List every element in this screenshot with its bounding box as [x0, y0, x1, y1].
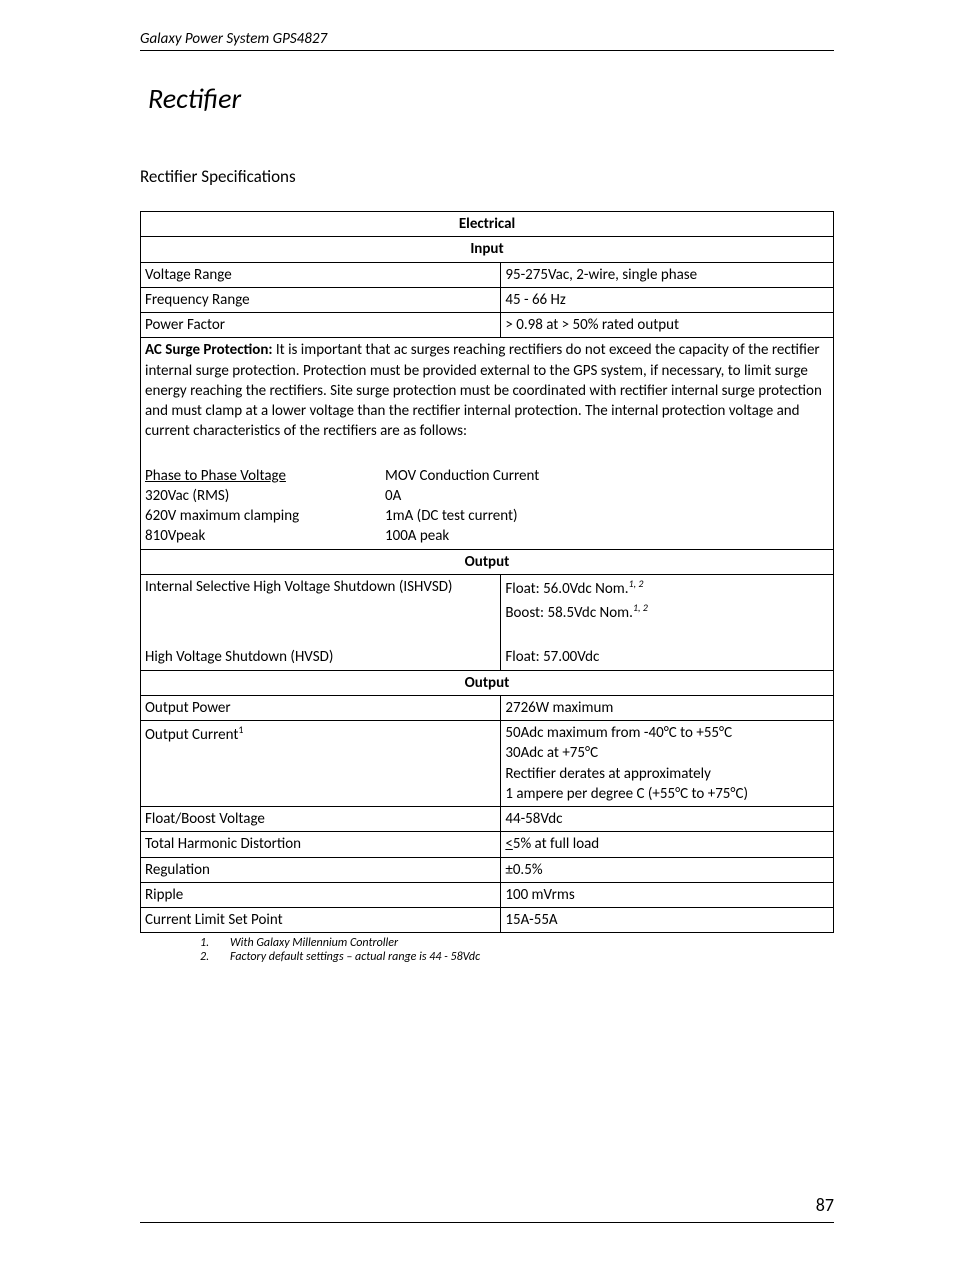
surge-c1: 620V maximum clamping: [145, 506, 385, 526]
page-container: Galaxy Power System GPS4827 Rectifier Re…: [0, 0, 954, 1263]
running-header: Galaxy Power System GPS4827: [140, 30, 834, 51]
cell-value: > 0.98 at > 50% rated output: [501, 313, 834, 338]
cell-value: 100 mVrms: [501, 882, 834, 907]
cell-label: Frequency Range: [141, 287, 501, 312]
surge-row: AC Surge Protection: It is important tha…: [141, 338, 834, 549]
table-row: Power Factor > 0.98 at > 50% rated outpu…: [141, 313, 834, 338]
cell-value: 95-275Vac, 2-wire, single phase: [501, 262, 834, 287]
cell-label: Output Power: [141, 695, 501, 720]
surge-c1: 810Vpeak: [145, 526, 385, 546]
output-header-2: Output: [141, 670, 834, 695]
page-number: 87: [140, 1194, 834, 1223]
cell-label: Ripple: [141, 882, 501, 907]
footnote: 2. Factory default settings – actual ran…: [200, 950, 834, 964]
cell-value: Float: 56.0Vdc Nom.1, 2 Boost: 58.5Vdc N…: [501, 574, 834, 627]
cell-value: ±0.5%: [501, 857, 834, 882]
surge-col1-header: Phase to Phase Voltage: [145, 466, 385, 486]
subsection-title: Rectifier Specifications: [140, 166, 834, 187]
cell-label: Float/Boost Voltage: [141, 807, 501, 832]
surge-c2: 1mA (DC test current): [385, 506, 829, 526]
spec-table: Electrical Input Voltage Range 95-275Vac…: [140, 211, 834, 933]
section-title: Rectifier: [148, 81, 834, 116]
table-row: Total Harmonic Distortion <5% at full lo…: [141, 832, 834, 857]
cell-label: High Voltage Shutdown (HVSD): [141, 627, 501, 670]
table-row: Float/Boost Voltage 44-58Vdc: [141, 807, 834, 832]
surge-lead: AC Surge Protection:: [145, 341, 273, 359]
footnote: 1. With Galaxy Millennium Controller: [200, 936, 834, 950]
surge-cell: AC Surge Protection: It is important tha…: [141, 338, 834, 549]
table-row: Output Current1 50Adc maximum from -40°C…: [141, 721, 834, 807]
table-row: Regulation ±0.5%: [141, 857, 834, 882]
cell-label: Current Limit Set Point: [141, 908, 501, 933]
cell-value: Float: 57.00Vdc: [501, 627, 834, 670]
output-header-1: Output: [141, 549, 834, 574]
cell-label: Internal Selective High Voltage Shutdown…: [141, 574, 501, 627]
cell-label: Power Factor: [141, 313, 501, 338]
surge-c2: 100A peak: [385, 526, 829, 546]
surge-c1: 320Vac (RMS): [145, 486, 385, 506]
table-row: High Voltage Shutdown (HVSD) Float: 57.0…: [141, 627, 834, 670]
table-row: Internal Selective High Voltage Shutdown…: [141, 574, 834, 627]
cell-label: Total Harmonic Distortion: [141, 832, 501, 857]
table-row: Voltage Range 95-275Vac, 2-wire, single …: [141, 262, 834, 287]
table-row: Frequency Range 45 - 66 Hz: [141, 287, 834, 312]
table-row: Output Power 2726W maximum: [141, 695, 834, 720]
input-header: Input: [141, 237, 834, 262]
table-row: Current Limit Set Point 15A-55A: [141, 908, 834, 933]
surge-subtable: Phase to Phase Voltage MOV Conduction Cu…: [145, 466, 829, 547]
cell-label: Output Current1: [141, 721, 501, 807]
cell-value: 45 - 66 Hz: [501, 287, 834, 312]
surge-col2-header: MOV Conduction Current: [385, 466, 829, 486]
footnotes: 1. With Galaxy Millennium Controller 2. …: [200, 936, 834, 964]
surge-c2: 0A: [385, 486, 829, 506]
cell-value: 2726W maximum: [501, 695, 834, 720]
electrical-header: Electrical: [141, 212, 834, 237]
cell-value: 50Adc maximum from -40°C to +55°C 30Adc …: [501, 721, 834, 807]
table-row: Ripple 100 mVrms: [141, 882, 834, 907]
cell-value: 15A-55A: [501, 908, 834, 933]
cell-label: Voltage Range: [141, 262, 501, 287]
cell-label: Regulation: [141, 857, 501, 882]
cell-value: <5% at full load: [501, 832, 834, 857]
cell-value: 44-58Vdc: [501, 807, 834, 832]
